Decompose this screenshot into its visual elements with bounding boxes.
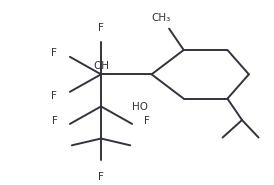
Text: F: F bbox=[98, 23, 104, 33]
Text: CH₃: CH₃ bbox=[152, 13, 171, 23]
Text: OH: OH bbox=[93, 61, 109, 71]
Text: F: F bbox=[98, 171, 104, 182]
Text: F: F bbox=[52, 116, 58, 126]
Text: HO: HO bbox=[132, 102, 148, 112]
Text: F: F bbox=[52, 48, 57, 58]
Text: F: F bbox=[144, 116, 150, 126]
Text: F: F bbox=[52, 91, 57, 101]
